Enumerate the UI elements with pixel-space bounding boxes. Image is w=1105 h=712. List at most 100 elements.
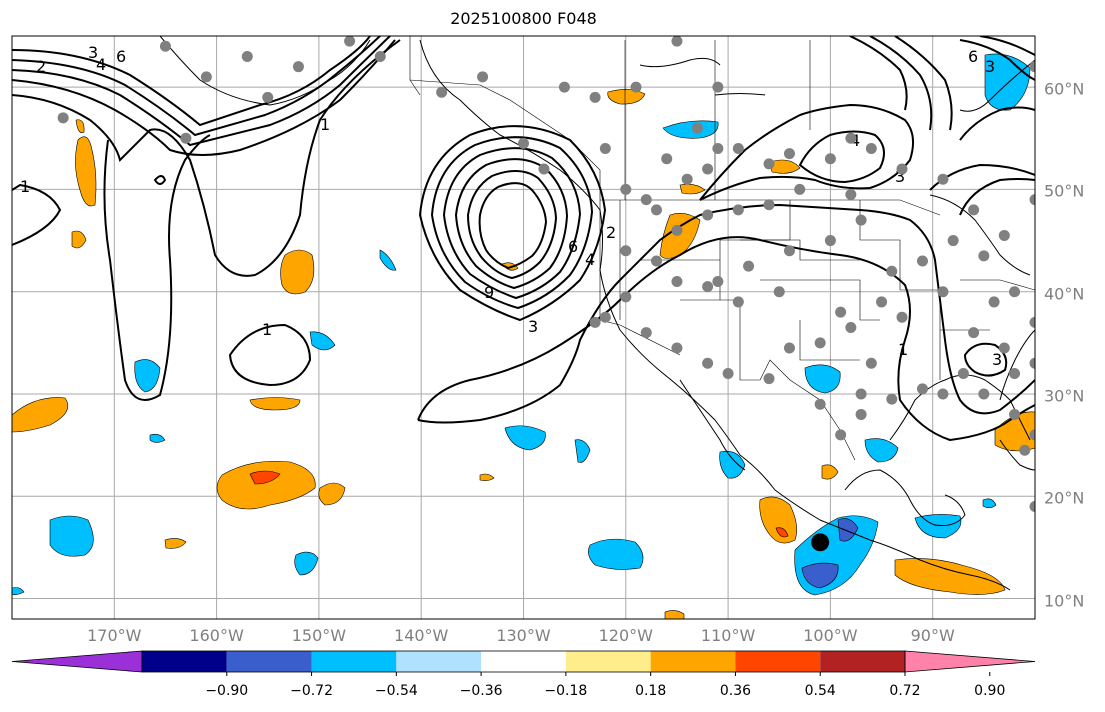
station-dot [968,327,980,339]
latitude-tick-label: 50°N [1044,181,1085,201]
positive-anomaly [479,473,495,481]
negative-anomaly [801,562,839,589]
station-dot [436,86,448,98]
station-dot [763,373,775,385]
positive-anomaly [75,119,85,134]
station-dot [589,91,601,103]
positive-anomaly [821,464,839,480]
station-dot [968,204,980,216]
negative-anomaly [504,425,546,451]
longitude-tick-label: 150°W [291,626,347,645]
station-dot [374,50,386,62]
contour-label: 3 [895,167,905,186]
station-dot [783,342,795,354]
station-dot [702,163,714,175]
colorbar-tick-label: 0.36 [719,683,752,699]
contour-label: 9 [484,283,494,302]
negative-anomaly [864,438,899,463]
colorbar-tick-label: −0.18 [544,683,588,699]
station-dot [763,199,775,211]
positive-anomaly [894,558,1006,595]
station-dot [835,429,847,441]
station-dot [998,342,1010,354]
station-dot [998,229,1010,241]
station-dot [824,235,836,247]
station-dot [344,36,356,47]
station-dot [558,81,570,93]
longitude-tick-label: 90°W [910,626,955,645]
station-dot [1029,316,1035,328]
longitude-tick-label: 170°W [87,626,142,645]
station-dot [845,132,857,144]
contour-label: 6 [968,47,978,66]
longitude-tick-label: 120°W [598,626,653,645]
station-dot [783,148,795,160]
station-dot [732,143,744,155]
station-dot [988,296,1000,308]
station-dot [732,204,744,216]
station-dot [824,153,836,165]
latitude-tick-label: 30°N [1044,386,1085,406]
contour-label: 4 [585,250,595,269]
station-dot [835,306,847,318]
station-dot [937,286,949,298]
station-dot [722,368,734,380]
station-dot [671,224,683,236]
station-dot [886,393,898,405]
station-dot [712,143,724,155]
positive-anomaly [775,527,789,538]
positive-anomaly [280,249,315,295]
positive-anomaly [769,159,801,174]
station-dot [845,189,857,201]
colorbar-tick-label: 0.72 [889,683,921,699]
negative-anomaly [588,538,644,570]
station-dot [814,337,826,349]
station-dot [773,286,785,298]
station-dot [896,311,908,323]
station-dot [589,316,601,328]
station-dot [620,183,632,195]
positive-anomaly [249,397,301,411]
station-dot [702,281,714,293]
positive-anomaly [75,136,97,207]
latitude-tick-label: 10°N [1044,591,1085,611]
contour-label: 1 [898,340,908,359]
station-dot [518,137,529,149]
station-dot [896,163,908,175]
latitude-tick-label: 60°N [1044,79,1085,99]
station-dot [1029,429,1035,441]
negative-anomaly [574,439,591,463]
longitude-tick-label: 110°W [700,626,756,645]
station-dot [620,291,632,303]
negative-anomaly [149,433,166,443]
station-dot [671,36,683,47]
contour-label: 1 [262,320,272,339]
negative-anomaly [309,331,336,351]
station-dot [180,132,192,144]
station-dot [671,275,683,287]
station-dot [1009,286,1021,298]
station-dot [1009,368,1021,380]
station-dot [1009,408,1021,420]
station-dot [671,342,683,354]
negative-anomaly [379,249,397,271]
station-dot [957,368,969,380]
station-dot [845,322,857,333]
station-dot [763,158,775,170]
station-dot [743,260,755,272]
positive-anomaly [759,496,797,544]
map-title: 2025100800 F048 [450,9,597,28]
positive-anomaly [318,482,346,506]
station-dot [650,204,662,216]
positive-anomaly [994,411,1035,452]
station-dot [947,235,959,247]
station-dot [1029,194,1035,206]
station-dot [241,50,253,62]
station-dot [1019,444,1031,456]
station-dot [732,296,744,308]
contour-label: 3 [985,57,995,76]
station-dot [477,71,489,83]
station-dot [794,183,806,195]
station-dot [640,327,652,339]
